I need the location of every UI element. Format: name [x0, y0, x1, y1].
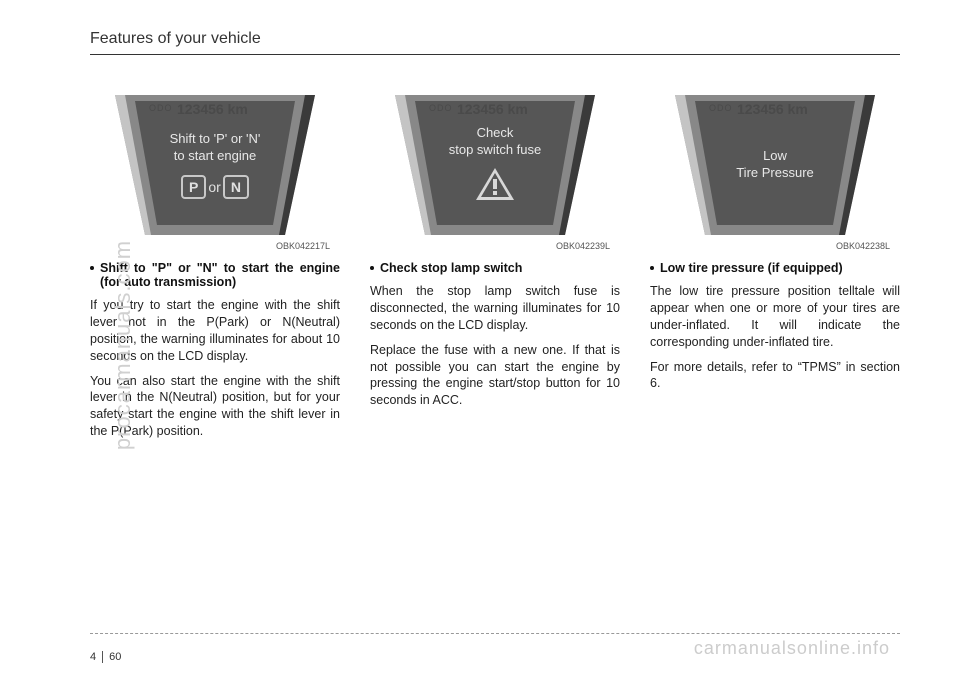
body-paragraph: For more details, refer to “TPMS” in sec… — [650, 359, 900, 393]
screen-content-1: ODO 123456 km Shift to 'P' or 'N' to sta… — [143, 115, 287, 215]
screen-line: Check — [477, 125, 514, 142]
or-text: or — [208, 179, 220, 195]
p-box: P — [181, 175, 206, 199]
page-number: 60 — [109, 651, 121, 663]
bullet-icon — [90, 266, 94, 270]
column-2: ODO 123456 km Check stop switch fuse OBK — [370, 95, 620, 448]
screen-line: Shift to 'P' or 'N' — [170, 131, 261, 148]
odo-label: ODO — [709, 103, 733, 113]
page-footer: 4 60 — [90, 651, 121, 663]
odo-label: ODO — [429, 103, 453, 113]
screen-content-2: ODO 123456 km Check stop switch fuse — [423, 115, 567, 215]
screen-line: Tire Pressure — [736, 165, 814, 182]
dashboard-display-3: ODO 123456 km Low Tire Pressure — [665, 95, 885, 235]
body-paragraph: When the stop lamp switch fuse is discon… — [370, 283, 620, 334]
odo-value: 123456 km — [177, 101, 248, 117]
footer-rule — [90, 633, 900, 634]
section-heading: Check stop lamp switch — [370, 261, 620, 275]
n-box: N — [223, 175, 249, 199]
odo-label: ODO — [149, 103, 173, 113]
dashboard-display-1: ODO 123456 km Shift to 'P' or 'N' to sta… — [105, 95, 325, 235]
bullet-icon — [650, 266, 654, 270]
column-3: ODO 123456 km Low Tire Pressure OBK04223… — [650, 95, 900, 448]
odo-value: 123456 km — [737, 101, 808, 117]
body-paragraph: Replace the fuse with a new one. If that… — [370, 342, 620, 410]
watermark-left: procarmanuals.com — [110, 239, 136, 449]
warning-triangle-icon — [474, 166, 516, 205]
image-code: OBK042238L — [650, 241, 900, 251]
heading-text: Check stop lamp switch — [380, 261, 522, 275]
bullet-icon — [370, 266, 374, 270]
page-header-title: Features of your vehicle — [90, 30, 900, 55]
heading-text: Low tire pressure (if equipped) — [660, 261, 843, 275]
content-columns: ODO 123456 km Shift to 'P' or 'N' to sta… — [90, 95, 900, 448]
screen-content-3: ODO 123456 km Low Tire Pressure — [703, 115, 847, 215]
screen-line: stop switch fuse — [449, 142, 542, 159]
dashboard-display-2: ODO 123456 km Check stop switch fuse — [385, 95, 605, 235]
section-number: 4 — [90, 651, 103, 663]
section-heading: Low tire pressure (if equipped) — [650, 261, 900, 275]
p-or-n-row: PorN — [179, 175, 251, 199]
screen-line: to start engine — [174, 148, 256, 165]
screen-line: Low — [763, 148, 787, 165]
image-code: OBK042239L — [370, 241, 620, 251]
watermark-bottom: carmanualsonline.info — [694, 638, 890, 659]
odo-value: 123456 km — [457, 101, 528, 117]
body-paragraph: The low tire pressure position telltale … — [650, 283, 900, 351]
